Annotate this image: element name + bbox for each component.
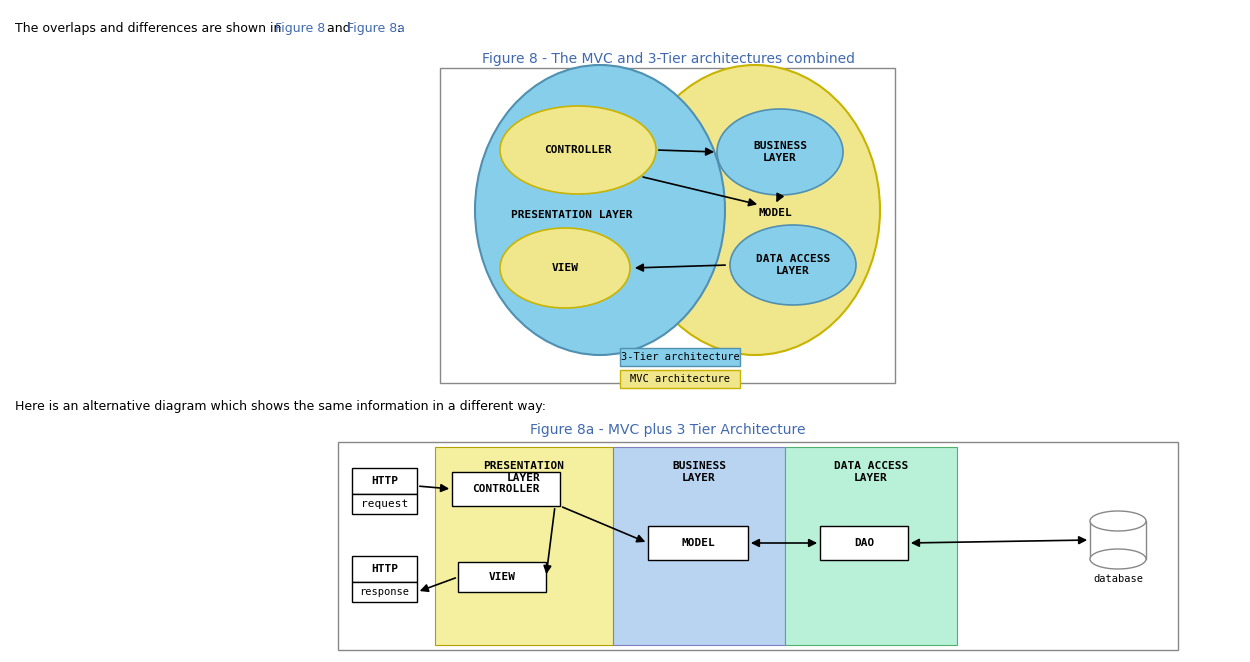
Text: DATA ACCESS
LAYER: DATA ACCESS LAYER [756,254,830,276]
Text: DAO: DAO [854,538,874,548]
Bar [352,468,418,494]
Text: The overlaps and differences are shown in: The overlaps and differences are shown i… [15,22,285,35]
Text: BUSINESS
LAYER: BUSINESS LAYER [752,141,808,164]
Ellipse shape [718,109,843,195]
Text: and: and [322,22,355,35]
Bar [648,526,748,560]
Text: 3-Tier architecture: 3-Tier architecture [620,352,740,362]
Bar [352,582,418,602]
Bar [435,447,612,645]
Text: response: response [360,587,410,597]
Text: MODEL: MODEL [681,538,715,548]
Text: database: database [1092,574,1142,584]
Bar [620,370,740,388]
Text: :: : [396,22,400,35]
Text: MODEL: MODEL [758,208,792,218]
Ellipse shape [1090,549,1146,569]
Text: Figure 8 - The MVC and 3-Tier architectures combined: Figure 8 - The MVC and 3-Tier architectu… [481,52,855,66]
Text: HTTP: HTTP [371,476,398,486]
Bar [338,442,1178,650]
Ellipse shape [1090,511,1146,531]
Text: PRESENTATION
LAYER: PRESENTATION LAYER [484,461,565,483]
Text: Here is an alternative diagram which shows the same information in a different w: Here is an alternative diagram which sho… [15,400,546,413]
Text: request: request [361,499,408,509]
Text: Figure 8: Figure 8 [275,22,325,35]
Text: MVC architecture: MVC architecture [630,374,730,384]
Bar [612,447,785,645]
Ellipse shape [500,106,656,194]
Text: Figure 8a: Figure 8a [348,22,405,35]
Text: CONTROLLER: CONTROLLER [472,484,540,494]
Text: CONTROLLER: CONTROLLER [544,145,611,155]
Bar [785,447,958,645]
Bar [352,494,418,514]
Text: BUSINESS
LAYER: BUSINESS LAYER [672,461,726,483]
Text: HTTP: HTTP [371,564,398,574]
Ellipse shape [500,228,630,308]
Bar [440,68,895,383]
Text: PRESENTATION LAYER: PRESENTATION LAYER [511,210,632,220]
Bar [352,556,418,582]
Bar [1090,521,1146,559]
Ellipse shape [630,65,880,355]
Bar [458,562,546,592]
Text: Figure 8a - MVC plus 3 Tier Architecture: Figure 8a - MVC plus 3 Tier Architecture [530,423,806,437]
Bar [620,348,740,366]
Ellipse shape [475,65,725,355]
Bar [452,472,560,506]
Text: DATA ACCESS
LAYER: DATA ACCESS LAYER [834,461,907,483]
Text: VIEW: VIEW [489,572,515,582]
Text: VIEW: VIEW [551,263,579,273]
Bar [820,526,908,560]
Ellipse shape [730,225,856,305]
